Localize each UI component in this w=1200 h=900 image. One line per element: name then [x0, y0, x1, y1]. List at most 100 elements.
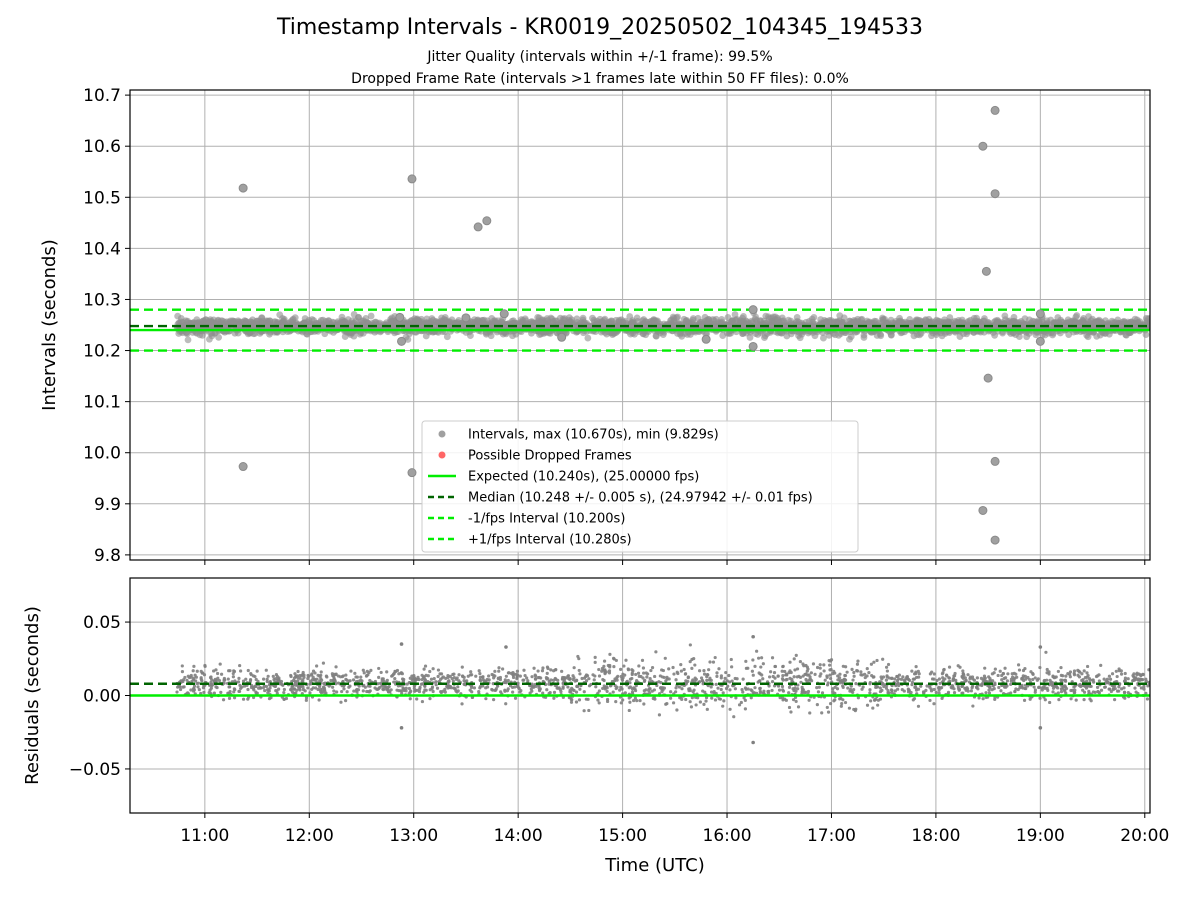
residuals-point — [818, 663, 822, 667]
residuals-point — [325, 675, 329, 679]
residuals-point — [884, 686, 889, 690]
intervals-point — [917, 318, 925, 325]
residuals-point — [938, 681, 942, 685]
legend-label: Expected (10.240s), (25.00000 fps) — [468, 470, 699, 485]
residuals-point — [496, 684, 500, 688]
residuals-point — [991, 679, 995, 683]
residuals-point — [674, 690, 678, 694]
intervals-outlier-point — [1035, 336, 1045, 346]
residuals-point — [741, 690, 745, 694]
residuals-point — [1107, 674, 1112, 678]
residuals-point — [753, 664, 757, 668]
residuals-point — [296, 679, 300, 683]
residuals-point — [705, 707, 709, 711]
legend: Intervals, max (10.670s), min (9.829s)Po… — [421, 420, 859, 553]
residuals-point — [1096, 690, 1101, 694]
residuals-point — [407, 686, 412, 691]
residuals-point — [605, 697, 610, 702]
residuals-point — [506, 671, 511, 675]
residuals-point — [999, 689, 1003, 693]
residuals-point — [614, 700, 618, 704]
residuals-point — [742, 696, 746, 700]
residuals-point — [694, 677, 698, 682]
residuals-point — [772, 671, 777, 675]
intervals-point — [350, 311, 358, 318]
residuals-point — [189, 688, 193, 692]
residuals-point — [1135, 673, 1139, 677]
intervals-point — [544, 316, 552, 324]
residuals-point — [513, 696, 518, 700]
residuals-point — [762, 689, 766, 693]
residuals-point — [770, 680, 775, 684]
intervals-point — [960, 330, 967, 338]
residuals-point — [896, 687, 900, 691]
residuals-point — [231, 675, 235, 679]
residuals-point — [334, 665, 338, 669]
residuals-point — [677, 685, 681, 689]
intervals-point — [964, 319, 972, 326]
intervals-point — [629, 317, 636, 324]
intervals-point — [206, 317, 214, 325]
residuals-point — [796, 705, 801, 709]
residuals-point — [686, 679, 690, 684]
residuals-point — [315, 664, 319, 668]
residuals-point — [798, 659, 802, 664]
residuals-point — [653, 674, 657, 679]
residuals-point — [282, 690, 286, 695]
residuals-point — [675, 708, 679, 712]
residuals-point — [1004, 685, 1008, 689]
residuals-point — [906, 688, 911, 692]
residuals-point — [894, 683, 898, 688]
intervals-outlier-point — [407, 174, 417, 184]
intervals-outlier-point — [397, 336, 407, 346]
residuals-point — [807, 698, 811, 702]
intervals-outlier-point — [461, 313, 471, 323]
residuals-point — [1085, 664, 1090, 669]
residuals-point — [758, 672, 762, 676]
residuals-point — [351, 678, 356, 682]
intervals-point — [858, 319, 866, 327]
residuals-point — [628, 685, 633, 689]
residuals-point — [875, 658, 879, 663]
residuals-point — [804, 690, 808, 694]
residuals-point — [1133, 686, 1137, 690]
residuals-point — [1036, 677, 1040, 681]
intervals-outlier-point — [748, 341, 758, 351]
residuals-point — [770, 656, 775, 660]
residuals-point — [688, 643, 692, 647]
residuals-point — [452, 676, 456, 680]
residuals-point — [367, 670, 371, 675]
residuals-point — [780, 696, 785, 700]
residuals-point — [805, 669, 809, 673]
residuals-point — [415, 697, 419, 701]
residuals-point — [714, 682, 718, 686]
residuals-point — [671, 665, 675, 670]
residuals-point — [620, 687, 624, 691]
residuals-point — [715, 674, 719, 678]
residuals-point — [642, 671, 646, 675]
residuals-point — [1123, 671, 1127, 676]
intervals-point — [723, 329, 731, 337]
legend-label: Intervals, max (10.670s), min (9.829s) — [468, 428, 719, 443]
residuals-point — [852, 670, 856, 675]
residuals-point — [493, 669, 497, 673]
residuals-point — [869, 662, 874, 666]
intervals-point — [322, 317, 330, 325]
residuals-xtick-label: 15:00 — [598, 826, 647, 846]
residuals-point — [1024, 677, 1028, 681]
intervals-outlier-point — [978, 505, 988, 515]
residuals-point — [263, 688, 267, 693]
intervals-point — [565, 314, 573, 322]
intervals-ytick-label: 10.3 — [83, 290, 121, 310]
intervals-point — [761, 332, 769, 340]
residuals-point — [975, 685, 979, 689]
residuals-point — [886, 662, 891, 667]
residuals-point — [218, 662, 222, 666]
residuals-point — [508, 684, 513, 688]
residuals-point — [739, 700, 743, 705]
intervals-point — [1064, 322, 1072, 330]
residuals-point — [334, 682, 338, 686]
residuals-point — [628, 700, 632, 704]
residuals-point — [185, 678, 189, 682]
residuals-point — [613, 677, 617, 681]
